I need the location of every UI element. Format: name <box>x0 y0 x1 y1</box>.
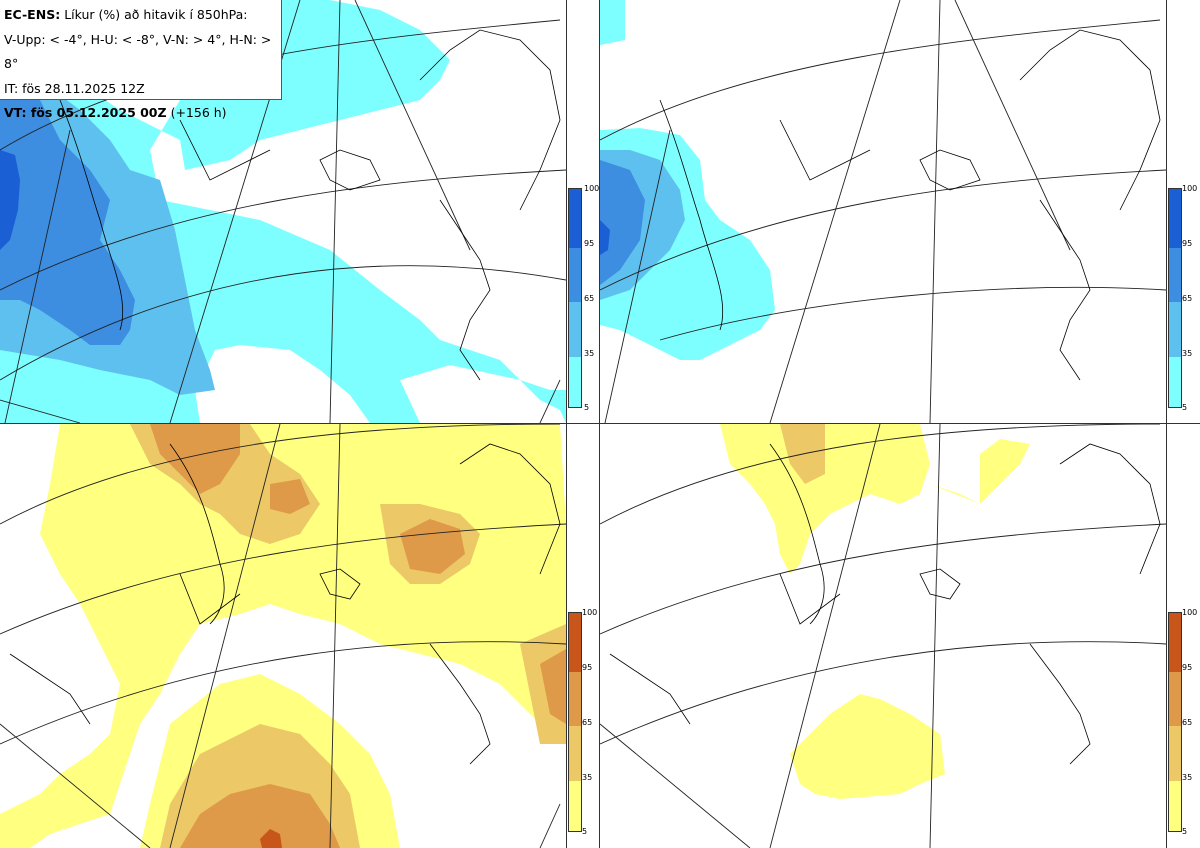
description-text: Líkur (%) að hitavik í 850hPa: <box>64 7 248 22</box>
probability-area-95-100 <box>0 150 20 250</box>
model-label: EC-ENS: <box>4 7 61 22</box>
panel-divider <box>1166 0 1167 848</box>
panel-divider <box>0 423 1200 424</box>
colorbar-tick: 65 <box>584 294 595 303</box>
colorbar-cold-top <box>568 188 582 408</box>
probability-area-5-35 <box>600 0 625 45</box>
thresholds-text: V-Upp: < -4°, H-U: < -8°, V-N: > 4°, H-N… <box>4 31 272 72</box>
colorbar-tick: 65 <box>1182 718 1193 727</box>
map-panel-cold-strong <box>600 0 1166 423</box>
colorbar-warm-right <box>1168 612 1182 832</box>
colorbar-tick: 95 <box>582 663 593 672</box>
colorbar-tick: 95 <box>1182 239 1193 248</box>
lead-time: (+156 h) <box>170 105 227 120</box>
colorbar-tick: 65 <box>1182 294 1193 303</box>
colorbar-tick: 5 <box>582 827 588 836</box>
colorbar-tick: 35 <box>1182 349 1193 358</box>
colorbar-cold-bottom <box>1168 188 1182 408</box>
colorbar-tick: 5 <box>1182 403 1188 412</box>
probability-area-65-95 <box>600 160 645 285</box>
colorbar-tick: 95 <box>584 239 595 248</box>
colorbar-tick: 35 <box>584 349 595 358</box>
probability-area-65-95 <box>0 100 135 345</box>
probability-area-65-95 <box>150 424 240 494</box>
probability-area-95-100 <box>600 220 610 255</box>
colorbar-tick: 35 <box>582 773 593 782</box>
map-panel-cold-moderate <box>0 0 566 423</box>
colorbar-tick: 100 <box>1182 184 1198 193</box>
map-panel-warm-strong <box>600 424 1166 848</box>
panel-divider <box>599 0 600 848</box>
map-panel-warm-moderate <box>0 424 566 848</box>
panel-divider <box>566 0 567 848</box>
colorbar-tick: 65 <box>582 718 593 727</box>
colorbar-tick: 5 <box>1182 827 1188 836</box>
colorbar-tick: 100 <box>1182 608 1198 617</box>
probability-area-95-100 <box>260 829 282 848</box>
title-block: EC-ENS: Líkur (%) að hitavik í 850hPa: V… <box>0 0 282 120</box>
colorbar-tick: 95 <box>1182 663 1193 672</box>
colorbar-tick: 35 <box>1182 773 1193 782</box>
colorbar-tick: 100 <box>584 184 600 193</box>
init-time: IT: fös 28.11.2025 12Z <box>4 80 145 96</box>
colorbar-tick: 5 <box>584 403 590 412</box>
colorbar-warm-left <box>568 612 582 832</box>
valid-time: VT: fös 05.12.2025 00Z <box>4 105 167 120</box>
colorbar-tick: 100 <box>582 608 598 617</box>
